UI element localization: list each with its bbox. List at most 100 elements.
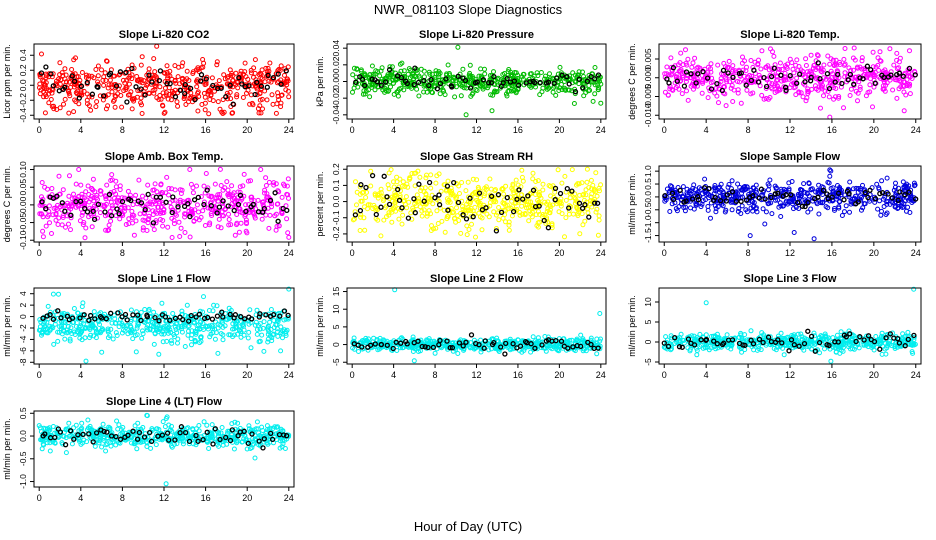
data-point [567, 195, 573, 201]
data-point [188, 94, 194, 100]
data-point [113, 93, 119, 99]
hourly-point [396, 197, 403, 204]
outlier-point [201, 294, 206, 300]
data-point [47, 88, 53, 94]
data-point [664, 64, 670, 70]
data-point [268, 307, 274, 312]
data-point [488, 92, 494, 98]
hourly-point [576, 76, 582, 82]
data-point [180, 75, 186, 81]
x-tick-label: 8 [433, 125, 438, 135]
x-tick-label: 0 [37, 370, 42, 380]
data-point [278, 63, 284, 69]
data-point [103, 106, 109, 112]
data-point [356, 349, 361, 354]
data-point [145, 182, 151, 188]
data-point [202, 107, 208, 113]
data-point [851, 45, 857, 51]
data-point [437, 91, 443, 97]
data-point [729, 207, 735, 213]
data-point [433, 180, 439, 186]
data-point [389, 219, 395, 225]
data-point [286, 94, 292, 100]
data-point [99, 349, 105, 355]
data-point [667, 209, 673, 214]
hourly-point [38, 70, 45, 76]
hourly-point [463, 216, 470, 222]
data-point [540, 181, 546, 187]
panel-4: Slope Amb. Box Temp.degrees C per min.0 4… [2, 151, 295, 258]
data-point [723, 103, 729, 109]
x-tick-label: 4 [704, 125, 709, 135]
data-point [186, 99, 191, 105]
hourly-point [467, 85, 474, 91]
data-point [414, 192, 420, 198]
x-tick-label: 16 [201, 125, 211, 135]
hourly-point [398, 340, 404, 346]
data-point [169, 76, 175, 82]
y-tick-label: 10 [331, 304, 341, 314]
hourly-point [115, 310, 121, 316]
data-point [417, 204, 423, 210]
hourly-point [89, 91, 96, 97]
data-point [62, 66, 68, 72]
data-point [184, 302, 190, 308]
data-point [173, 80, 179, 86]
data-point [129, 76, 135, 82]
hourly-point [232, 312, 239, 318]
hourly-point [182, 90, 188, 97]
hourly-point [210, 82, 216, 89]
data-point [821, 93, 826, 99]
hourly-point [192, 96, 198, 103]
data-point [748, 58, 754, 63]
data-point [254, 331, 260, 337]
data-point [569, 167, 575, 173]
data-point [138, 100, 144, 106]
data-point [570, 70, 576, 76]
data-point [162, 85, 168, 91]
hourly-point [164, 80, 170, 87]
data-point [56, 173, 62, 179]
y-tick-label: 0.005 [643, 48, 653, 70]
x-tick-label: 0 [37, 125, 42, 135]
hourly-point [227, 82, 233, 88]
data-point [848, 86, 854, 92]
hourly-point [167, 80, 173, 87]
data-point [95, 63, 101, 69]
data-point [82, 235, 88, 241]
hourly-point [357, 207, 364, 214]
data-point [839, 213, 845, 218]
x-tick-label: 4 [78, 248, 83, 258]
hourly-point [730, 74, 736, 81]
figure-xlabel: Hour of Day (UTC) [414, 519, 522, 534]
data-point [421, 83, 427, 89]
data-point [182, 230, 188, 235]
hourly-point [172, 94, 179, 100]
data-point [403, 194, 409, 200]
data-point [276, 97, 282, 103]
data-point [559, 180, 565, 186]
data-point [692, 55, 698, 61]
data-point [794, 75, 800, 81]
x-tick-label: 16 [201, 370, 211, 380]
data-point [117, 216, 123, 222]
data-point [678, 50, 684, 56]
data-point [230, 77, 236, 83]
data-point [152, 181, 158, 187]
hourly-point [216, 204, 223, 210]
data-point [767, 177, 773, 183]
data-point [442, 229, 448, 235]
hourly-point [700, 68, 706, 75]
data-point [179, 63, 185, 69]
hourly-point [712, 194, 718, 201]
hourly-point [69, 73, 75, 79]
hourly-point [62, 84, 68, 90]
data-point [262, 88, 268, 94]
outlier-point [473, 234, 478, 240]
data-point [107, 77, 113, 83]
data-point [680, 184, 686, 190]
hourly-point [239, 81, 245, 87]
hourly-point [426, 179, 433, 186]
